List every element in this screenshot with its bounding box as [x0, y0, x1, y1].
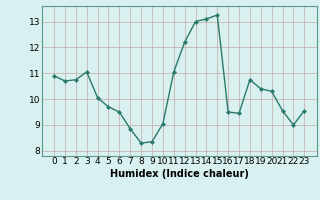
X-axis label: Humidex (Indice chaleur): Humidex (Indice chaleur)	[110, 169, 249, 179]
